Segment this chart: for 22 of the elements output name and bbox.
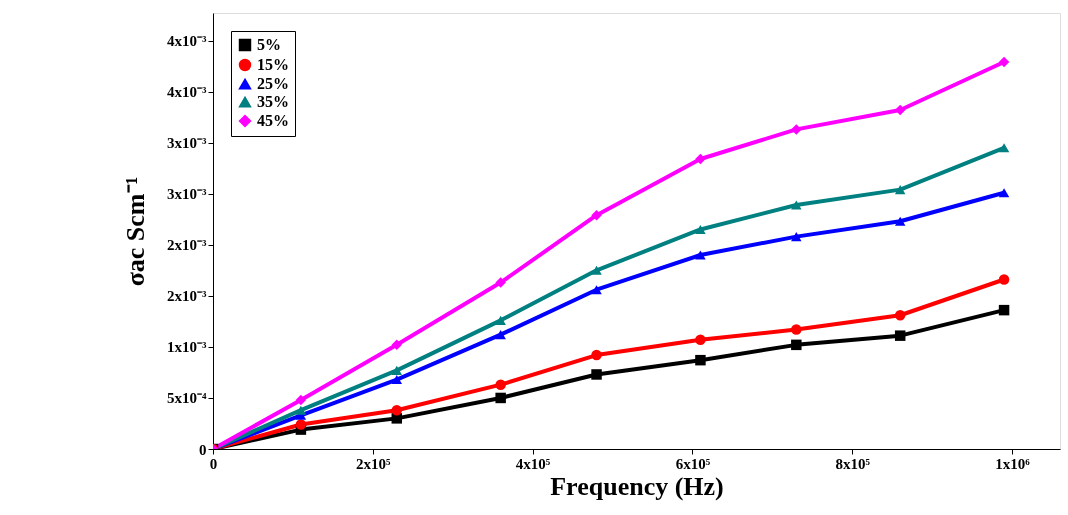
legend-label: 5%	[257, 36, 281, 53]
y-axis-title: σac Scm⁻¹	[121, 176, 150, 287]
y-tick-label: 2x10⁻³	[167, 237, 207, 254]
x-tick-label: 8x10⁵	[835, 455, 871, 472]
x-tick-label: 6x10⁵	[675, 455, 711, 472]
y-tick-label: 0	[199, 441, 207, 458]
x-tick-label: 1x10⁶	[995, 455, 1031, 472]
y-tick-label: 3x10⁻³	[167, 186, 207, 203]
legend-label: 35%	[257, 93, 289, 110]
y-tick-label: 5x10⁻⁴	[167, 390, 207, 407]
x-tick-label: 4x10⁵	[515, 455, 551, 472]
x-tick-label: 2x10⁵	[356, 455, 392, 472]
y-tick-label: 3x10⁻³	[167, 135, 207, 152]
y-tick-label: 1x10⁻³	[167, 339, 207, 356]
y-tick-label: 4x10⁻³	[167, 33, 207, 50]
y-tick-label: 4x10⁻³	[167, 84, 207, 101]
x-axis-title: Frequency (Hz)	[550, 471, 724, 501]
y-tick-label: 2x10⁻³	[167, 288, 207, 305]
legend-label: 25%	[257, 75, 289, 92]
legend-label: 15%	[257, 56, 289, 73]
x-tick-label: 0	[209, 455, 218, 472]
legend-label: 45%	[257, 112, 289, 129]
